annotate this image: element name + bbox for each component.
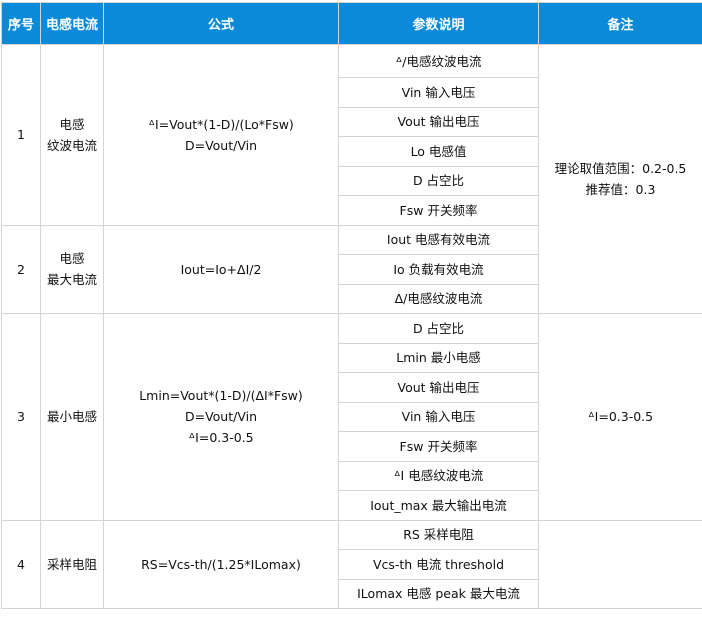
cell-param: ILomax 电感 peak 最大电流 (339, 579, 539, 609)
cell-name-line: 电感 (43, 251, 101, 266)
cell-no: 3 (2, 314, 41, 521)
cell-param: Vout 输出电压 (339, 373, 539, 403)
cell-formula: Lmin=Vout*(1-D)/(ΔI*Fsw) D=Vout/Vin ᐞI=0.3… (104, 314, 339, 521)
cell-note-line: ᐞI=0.3-0.5 (541, 409, 700, 424)
cell-name-line: 采样电阻 (43, 557, 101, 572)
header-no: 序号 (2, 3, 41, 45)
cell-param: Vin 输入电压 (339, 402, 539, 432)
cell-param: Vcs-th 电流 threshold (339, 550, 539, 580)
header-params: 参数说明 (339, 3, 539, 45)
cell-formula-line: RS=Vcs-th/(1.25*ILomax) (106, 557, 336, 572)
cell-name-line: 最大电流 (43, 272, 101, 287)
cell-name: 采样电阻 (41, 520, 104, 609)
cell-param: Fsw 开关频率 (339, 432, 539, 462)
cell-formula-line: ᐞI=Vout*(1-D)/(Lo*Fsw) (106, 117, 336, 132)
cell-note-empty (539, 520, 702, 609)
cell-formula-line: D=Vout/Vin (106, 409, 336, 424)
cell-no: 1 (2, 45, 41, 226)
cell-formula-line: ᐞI=0.3-0.5 (106, 430, 336, 445)
cell-formula-line: D=Vout/Vin (106, 138, 336, 153)
cell-note-line: 理论取值范围：0.2-0.5 (541, 161, 700, 176)
cell-param: ᐞ/电感纹波电流 (339, 45, 539, 78)
cell-param: Vout 输出电压 (339, 107, 539, 137)
cell-note-line: 推荐值：0.3 (541, 182, 700, 197)
cell-param: Lo 电感值 (339, 137, 539, 167)
cell-name: 最小电感 (41, 314, 104, 521)
cell-param: ᐞI 电感纹波电流 (339, 461, 539, 491)
cell-formula-line: Lmin=Vout*(1-D)/(ΔI*Fsw) (106, 388, 336, 403)
cell-param: Δ/电感纹波电流 (339, 284, 539, 314)
header-name: 电感电流 (41, 3, 104, 45)
cell-param: RS 采样电阻 (339, 520, 539, 550)
cell-param: D 占空比 (339, 166, 539, 196)
header-note: 备注 (539, 3, 702, 45)
cell-param: Vin 输入电压 (339, 78, 539, 108)
header-row: 序号 电感电流 公式 参数说明 备注 (2, 3, 702, 45)
cell-note: 理论取值范围：0.2-0.5 推荐值：0.3 (539, 45, 702, 314)
cell-no: 4 (2, 520, 41, 609)
cell-param: Io 负载有效电流 (339, 255, 539, 285)
header-formula: 公式 (104, 3, 339, 45)
cell-name-line: 电感 (43, 117, 101, 132)
cell-name: 电感纹波电流 (41, 45, 104, 226)
cell-name: 电感最大电流 (41, 225, 104, 314)
cell-note: ᐞI=0.3-0.5 (539, 314, 702, 521)
cell-no: 2 (2, 225, 41, 314)
cell-param: Lmin 最小电感 (339, 343, 539, 373)
cell-formula: RS=Vcs-th/(1.25*ILomax) (104, 520, 339, 609)
cell-param: D 占空比 (339, 314, 539, 344)
cell-param: Iout_max 最大输出电流 (339, 491, 539, 521)
cell-param: Iout 电感有效电流 (339, 225, 539, 255)
cell-param: Fsw 开关频率 (339, 196, 539, 226)
cell-name-line: 最小电感 (43, 409, 101, 424)
cell-formula-line: Iout=Io+ΔI/2 (106, 262, 336, 277)
cell-name-line: 纹波电流 (43, 138, 101, 153)
cell-formula: Iout=Io+ΔI/2 (104, 225, 339, 314)
cell-formula: ᐞI=Vout*(1-D)/(Lo*Fsw) D=Vout/Vin (104, 45, 339, 226)
